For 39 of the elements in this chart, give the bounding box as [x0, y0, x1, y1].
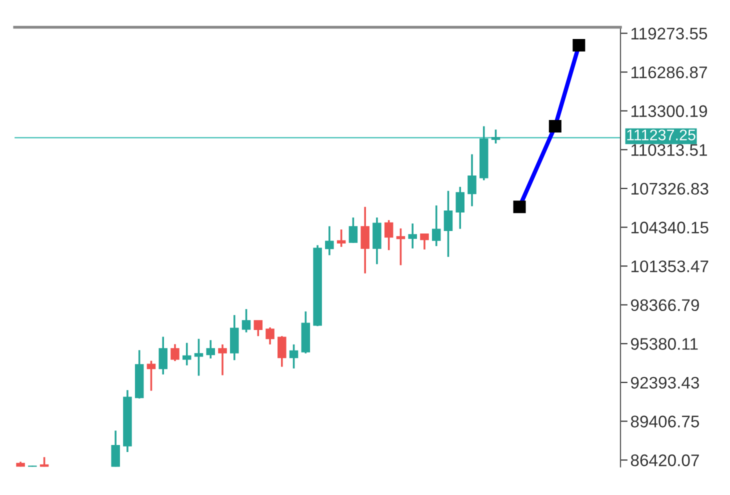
- candlestick: [456, 186, 464, 230]
- y-tick-label: 98366.79: [631, 299, 699, 312]
- y-tick-label: 101353.47: [631, 260, 708, 272]
- candlestick: [336, 228, 346, 248]
- y-tick-label: 104340.15: [631, 222, 708, 234]
- candlestick: [242, 308, 251, 334]
- y-tick-label: 86420.07: [630, 454, 699, 466]
- candlestick: [182, 342, 192, 366]
- candlestick: [325, 225, 334, 256]
- candlestick: [360, 206, 370, 274]
- candlestick: [384, 219, 394, 252]
- candlestick: [468, 153, 476, 208]
- candlestick: [289, 344, 298, 370]
- candlestick: [170, 343, 180, 362]
- y-tick-label: 119273.55: [631, 28, 708, 40]
- candlestick: [194, 338, 204, 377]
- candlestick: [278, 335, 286, 368]
- y-tick-label: 92393.43: [631, 376, 700, 389]
- candlestick: [254, 320, 263, 338]
- y-tick-label: 95380.11: [631, 338, 698, 350]
- candlestick: [206, 339, 216, 360]
- y-tick-label: 107326.83: [631, 182, 708, 195]
- y-tick-label: 110313.51: [631, 144, 707, 156]
- candlestick: [348, 216, 358, 244]
- candlestick: [266, 326, 274, 346]
- candlestick: [218, 344, 227, 376]
- candlestick: [146, 360, 156, 392]
- ref-line-label: 111237.25: [627, 130, 696, 140]
- candlestick: [408, 222, 417, 250]
- candlestick: [432, 204, 441, 247]
- y-tick-label: 113300.19: [631, 105, 707, 118]
- candlestick: [111, 430, 120, 467]
- candlestick: [420, 232, 429, 250]
- y-tick-label: 89406.75: [630, 416, 700, 428]
- candlestick: [396, 228, 406, 266]
- candlestick: [158, 336, 168, 376]
- candlestick: [444, 190, 453, 258]
- y-tick-label: 116286.87: [631, 66, 707, 78]
- candlestick: [491, 128, 500, 144]
